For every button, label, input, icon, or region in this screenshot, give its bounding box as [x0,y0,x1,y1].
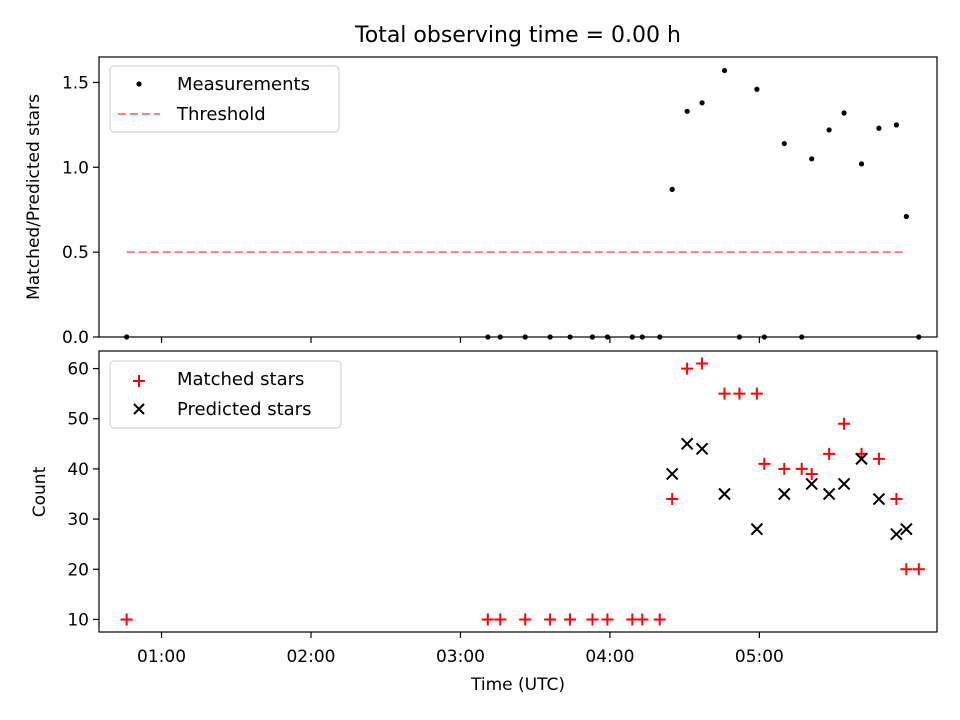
x-tick-label: 02:00 [286,647,335,667]
bottom-y-tick-label: 50 [67,410,89,430]
measurement-point [903,213,909,220]
predicted-star-point [695,442,709,456]
matched-star-point [481,613,494,626]
x-tick-label: 03:00 [436,647,485,667]
legend-matched-marker [133,375,145,387]
bottom-y-axis-label: Count [30,466,50,517]
predicted-star-point [665,467,679,481]
matched-star-point [696,357,709,370]
bottom-plot-frame [98,350,938,633]
predicted-star-point [750,522,764,536]
chart-title: Total observing time = 0.00 h [354,23,681,48]
top-y-tick-label: 1.5 [62,73,89,93]
matched-star-point [795,462,808,475]
matched-star-point [653,613,666,626]
matched-star-point [912,563,925,576]
bottom-y-tick-label: 40 [67,460,89,480]
matched-star-point [778,462,791,475]
measurement-point [699,100,705,106]
bottom-y-tick-label: 10 [67,610,89,630]
legend-measurements-marker [136,81,142,87]
top-legend-box [109,65,340,133]
bottom-y-tick-label: 30 [67,510,89,530]
matched-star-point [601,613,614,626]
measurement-point [781,140,787,147]
x-tick-label: 01:00 [137,647,186,667]
measurement-point [876,125,882,131]
legend-measurements-label: Measurements [177,74,310,95]
matched-star-point [681,362,694,375]
measurement-point [669,186,675,192]
top-legend: Measurements Threshold [109,65,340,133]
matched-star-point [838,417,851,430]
measurement-point [809,156,815,162]
top-ticks: 0.0 0.5 1.0 1.5 [62,73,760,348]
legend-predicted-label: Predicted stars [177,399,311,420]
bottom-ticks: 10 20 30 40 50 60 01:00 02:00 03:00 04:00 05:00 [67,360,784,667]
measurement-point [826,127,832,133]
predicted-star-point [837,477,851,491]
measurement-point [841,110,847,116]
matched-star-point [519,613,532,626]
matched-star-point [494,613,507,626]
matched-star-point [890,493,903,506]
x-tick-label: 05:00 [735,647,784,667]
legend-matched-label: Matched stars [177,369,304,390]
top-y-axis-label: Matched/Predicted stars [24,94,44,300]
matched-star-point [666,493,679,506]
bottom-marks [120,357,925,626]
x-tick-label: 04:00 [585,647,634,667]
matched-star-point [544,613,557,626]
bottom-legend-box [109,360,342,429]
predicted-star-point [778,487,791,501]
legend-predicted-marker [133,403,145,415]
matched-star-point [758,457,771,470]
predicted-star-point [718,487,731,501]
predicted-star-point [805,477,818,491]
measurement-point [893,122,899,128]
bottom-y-tick-label: 60 [67,360,89,380]
predicted-star-point [890,527,903,541]
bottom-panel: Count Time (UTC) 10 20 30 40 50 60 01:00 02:00 0… [30,350,938,695]
matched-star-point [900,563,913,576]
matched-star-point [120,613,133,626]
top-y-tick-label: 1.0 [62,158,89,178]
measurement-point [721,67,728,74]
measurement-point [858,161,865,167]
matched-star-point [805,467,818,480]
matched-star-point [586,613,599,626]
measurement-point [684,108,690,114]
matched-star-point [733,387,746,400]
top-y-tick-label: 0.0 [62,328,89,348]
measurement-point [754,86,760,92]
top-marks [124,67,922,340]
matched-star-point [718,387,731,400]
matched-star-point [564,613,577,626]
bottom-legend: Matched stars Predicted stars [109,360,342,429]
predicted-star-point [855,452,868,466]
predicted-star-point [822,487,836,501]
bottom-y-tick-label: 20 [67,560,89,580]
matched-star-point [823,447,836,460]
x-axis-label: Time (UTC) [470,675,565,695]
top-plot-frame [98,56,938,338]
matched-star-point [750,387,763,400]
predicted-star-point [680,437,694,451]
predicted-star-point [872,492,886,506]
matched-star-point [872,452,885,465]
top-y-tick-label: 0.5 [62,243,89,263]
top-panel: Total observing time = 0.00 h Matched/Pr… [24,23,938,348]
matched-star-point [636,613,649,626]
predicted-star-point [900,522,913,536]
legend-threshold-label: Threshold [176,104,266,125]
